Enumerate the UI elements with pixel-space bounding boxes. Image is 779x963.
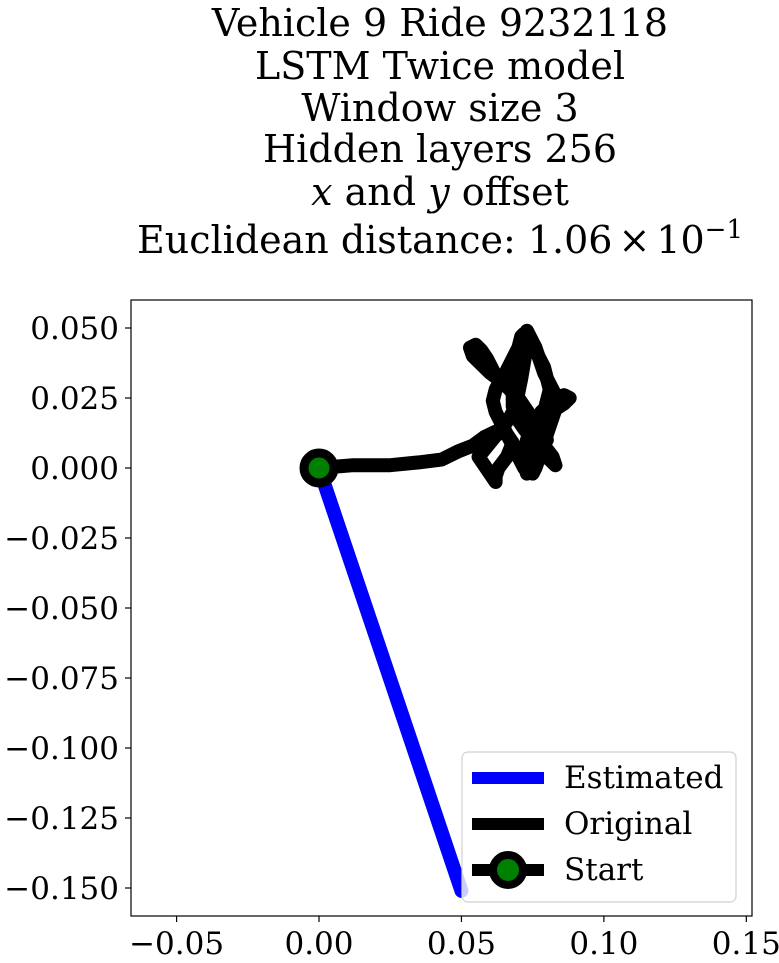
y-tick-label: −0.075: [4, 661, 119, 697]
legend: Estimated Original Start: [461, 751, 737, 903]
title-line-5: x and y offset: [311, 170, 569, 214]
legend-start-label: Start: [564, 852, 644, 888]
x-tick-label: −0.05: [129, 926, 224, 962]
title-line-2: LSTM Twice model: [255, 44, 625, 88]
title-line-4: Hidden layers 256: [263, 127, 617, 171]
y-tick-label: 0.025: [30, 381, 119, 417]
title-metric-mantissa: 1.06: [528, 218, 613, 262]
y-tick-label: −0.150: [4, 871, 119, 907]
chart-title: Vehicle 9 Ride 9232118 LSTM Twice model …: [137, 1, 743, 262]
title-metric-exponent: −1: [705, 215, 743, 245]
title-line-3: Window size 3: [301, 86, 578, 130]
plot-area: [299, 323, 577, 898]
x-tick-label: 0.00: [284, 926, 353, 962]
x-axis: −0.05 0.00 0.05 0.10 0.15: [129, 916, 779, 962]
y-tick-label: −0.025: [4, 521, 119, 557]
legend-estimated-label: Estimated: [564, 760, 723, 796]
title-and-word: and: [333, 170, 429, 214]
x-tick-label: 0.10: [569, 926, 638, 962]
legend-start-marker: [489, 851, 527, 889]
title-metric-base: 10: [656, 218, 704, 262]
series-original-line: [312, 323, 577, 489]
title-y-symbol: y: [426, 170, 450, 214]
x-tick-label: 0.05: [427, 926, 496, 962]
y-tick-label: −0.125: [4, 801, 119, 837]
y-tick-label: 0.000: [30, 451, 119, 487]
series-estimated-line: [312, 461, 469, 898]
title-metric-line: Euclidean distance: 1.06 × 10−1: [137, 215, 743, 262]
y-axis: 0.050 0.025 0.000 −0.025 −0.050 −0.075 −0.100 −…: [4, 311, 131, 907]
legend-original-label: Original: [564, 806, 692, 842]
title-x-symbol: x: [311, 170, 332, 214]
y-tick-label: −0.100: [4, 731, 119, 767]
title-offset-word: offset: [450, 170, 569, 214]
y-tick-label: −0.050: [4, 591, 119, 627]
title-metric-prefix: Euclidean distance:: [137, 218, 528, 262]
start-marker: [299, 448, 339, 488]
title-metric-times: ×: [618, 218, 650, 262]
y-tick-label: 0.050: [30, 311, 119, 347]
title-line-1: Vehicle 9 Ride 9232118: [211, 1, 668, 45]
x-tick-label: 0.15: [712, 926, 779, 962]
